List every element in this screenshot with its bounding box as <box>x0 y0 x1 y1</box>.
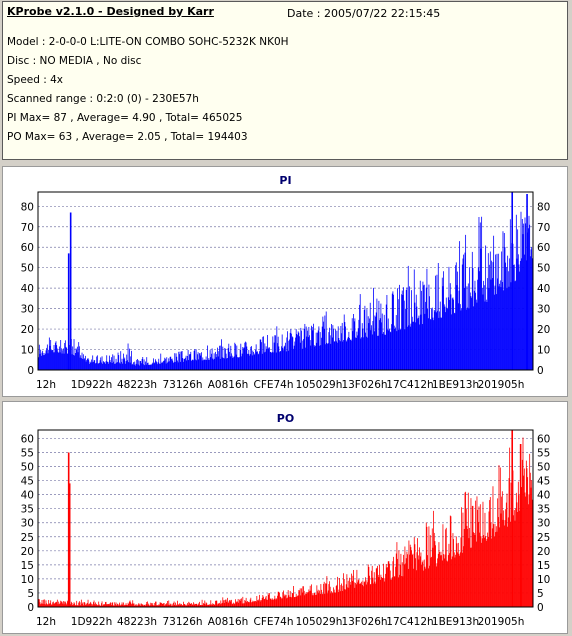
y-tick-label-right: 5 <box>537 588 544 600</box>
y-tick-label-right: 0 <box>537 602 544 614</box>
y-tick-label-left: 20 <box>21 546 34 558</box>
x-tick-label: CFE74h <box>253 379 293 391</box>
y-tick-label-right: 40 <box>537 490 550 502</box>
y-tick-label-right: 80 <box>537 201 550 213</box>
x-tick-label: 12h <box>36 379 56 391</box>
y-tick-label-left: 50 <box>21 263 34 275</box>
plot-border <box>37 191 534 371</box>
y-tick-label-left: 5 <box>27 588 34 600</box>
x-tick-label: 12h <box>36 616 56 628</box>
speed-line: Speed : 4x <box>7 74 64 86</box>
app-title: KProbe v2.1.0 - Designed by Karr <box>7 5 214 18</box>
y-tick-label-right: 0 <box>537 365 544 377</box>
y-tick-label-left: 40 <box>21 490 34 502</box>
po-chart-panel: PO 0 0 5 5 10 10 15 15 20 20 25 25 30 30 35 35 40 40 45 45 50… <box>2 401 568 634</box>
x-tick-label: 1D922h <box>71 616 112 628</box>
bar-series <box>37 437 534 607</box>
y-tick-label-left: 60 <box>21 242 34 254</box>
y-tick-label-right: 50 <box>537 462 550 474</box>
y-tick-label-left: 80 <box>21 201 34 213</box>
y-tick-label-left: 15 <box>21 560 34 572</box>
x-tick-label: 73126h <box>162 616 202 628</box>
y-tick-label-right: 35 <box>537 504 550 516</box>
y-tick-label-right: 55 <box>537 447 550 459</box>
pi-chart-panel: PI 0 0 10 10 20 20 30 30 40 40 50 50 60 60 70 70 80 80 12h 1… <box>2 166 568 397</box>
y-tick-label-right: 30 <box>537 518 550 530</box>
x-tick-label: 73126h <box>162 379 202 391</box>
y-tick-label-right: 30 <box>537 304 550 316</box>
x-tick-label: 1BE913h <box>432 616 479 628</box>
y-tick-label-right: 15 <box>537 560 550 572</box>
scan-date: Date : 2005/07/22 22:15:45 <box>287 7 441 20</box>
y-tick-label-left: 40 <box>21 283 34 295</box>
y-tick-label-left: 35 <box>21 504 34 516</box>
y-tick-label-right: 20 <box>537 324 550 336</box>
y-tick-label-right: 60 <box>537 242 550 254</box>
y-tick-label-right: 25 <box>537 532 550 544</box>
scanned-range-line: Scanned range : 0:2:0 (0) - 230E57h <box>7 93 199 105</box>
x-tick-label: CFE74h <box>253 616 293 628</box>
y-tick-label-left: 50 <box>21 462 34 474</box>
y-tick-label-left: 70 <box>21 222 34 234</box>
y-tick-label-left: 55 <box>21 447 34 459</box>
x-tick-label: 17C412h <box>386 379 433 391</box>
po-stats-line: PO Max= 63 , Average= 2.05 , Total= 1944… <box>7 131 248 143</box>
x-tick-label: 13F026h <box>341 379 387 391</box>
chart-title: PO <box>277 412 294 425</box>
y-tick-label-left: 30 <box>21 518 34 530</box>
y-tick-label-left: 20 <box>21 324 34 336</box>
disc-line: Disc : NO MEDIA , No disc <box>7 55 142 67</box>
x-tick-label: 201905h <box>478 616 525 628</box>
y-tick-label-right: 20 <box>537 546 550 558</box>
y-tick-label-right: 40 <box>537 283 550 295</box>
x-tick-label: 1D922h <box>71 379 112 391</box>
y-tick-label-left: 0 <box>27 365 34 377</box>
x-tick-label: A0816h <box>208 616 249 628</box>
x-tick-label: 13F026h <box>341 616 387 628</box>
y-tick-label-left: 60 <box>21 433 34 445</box>
y-tick-label-right: 60 <box>537 433 550 445</box>
x-tick-label: 201905h <box>478 379 525 391</box>
x-tick-label: 105029h <box>296 379 343 391</box>
x-tick-label: 17C412h <box>386 616 433 628</box>
chart-title: PI <box>279 174 291 187</box>
y-tick-label-right: 10 <box>537 574 550 586</box>
y-tick-label-right: 10 <box>537 345 550 357</box>
y-tick-label-right: 50 <box>537 263 550 275</box>
x-tick-label: 105029h <box>296 616 343 628</box>
pi-stats-line: PI Max= 87 , Average= 4.90 , Total= 4650… <box>7 112 243 124</box>
y-tick-label-left: 10 <box>21 574 34 586</box>
y-tick-label-left: 10 <box>21 345 34 357</box>
x-tick-label: A0816h <box>208 379 249 391</box>
model-line: Model : 2-0-0-0 L:LITE-ON COMBO SOHC-523… <box>7 36 289 48</box>
x-tick-label: 48223h <box>117 379 157 391</box>
y-tick-label-left: 0 <box>27 602 34 614</box>
x-tick-label: 48223h <box>117 616 157 628</box>
x-tick-label: 1BE913h <box>432 379 479 391</box>
y-tick-label-right: 70 <box>537 222 550 234</box>
y-tick-label-left: 25 <box>21 532 34 544</box>
plot-border <box>37 429 534 608</box>
y-tick-label-right: 45 <box>537 476 550 488</box>
y-tick-label-left: 45 <box>21 476 34 488</box>
y-tick-label-left: 30 <box>21 304 34 316</box>
pi-chart: PI 0 0 10 10 20 20 30 30 40 40 50 50 60 60 70 70 80 80 12h 1… <box>21 174 551 391</box>
info-panel: KProbe v2.1.0 - Designed by Karr Date : … <box>2 1 568 160</box>
